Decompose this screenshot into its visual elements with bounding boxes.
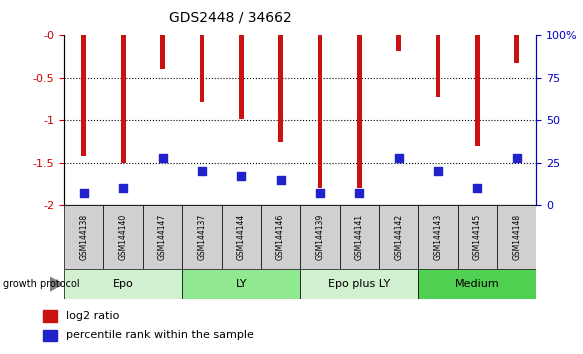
Text: GSM144144: GSM144144 [237,214,245,260]
Bar [318,35,322,188]
Text: GSM144143: GSM144143 [434,214,442,260]
Text: Medium: Medium [455,279,500,289]
Bar [514,35,519,63]
Point [315,190,325,196]
Polygon shape [50,277,62,291]
Text: GSM144141: GSM144141 [355,214,364,260]
FancyBboxPatch shape [182,205,222,269]
FancyBboxPatch shape [64,205,103,269]
FancyBboxPatch shape [261,205,300,269]
FancyBboxPatch shape [497,205,536,269]
Text: log2 ratio: log2 ratio [65,310,119,321]
Text: GSM144140: GSM144140 [119,214,128,260]
Text: GSM144145: GSM144145 [473,214,482,260]
Bar [43,330,57,341]
Bar [43,310,57,322]
Text: LY: LY [236,279,247,289]
Text: GSM144148: GSM144148 [512,214,521,260]
FancyBboxPatch shape [64,269,182,299]
Bar [82,35,86,156]
Point [512,155,521,161]
Bar [160,35,165,69]
Bar [199,35,204,102]
FancyBboxPatch shape [379,205,418,269]
FancyBboxPatch shape [300,205,339,269]
Text: GSM144146: GSM144146 [276,214,285,260]
Bar [121,35,125,163]
Text: percentile rank within the sample: percentile rank within the sample [65,330,254,340]
Point [158,155,167,161]
FancyBboxPatch shape [103,205,143,269]
Text: GSM144139: GSM144139 [315,214,324,260]
Point [354,190,364,196]
Text: GSM144147: GSM144147 [158,214,167,260]
Text: GSM144138: GSM144138 [79,214,88,260]
Point [237,173,246,179]
Text: GSM144142: GSM144142 [394,214,403,260]
Point [473,185,482,191]
FancyBboxPatch shape [418,205,458,269]
FancyBboxPatch shape [182,269,300,299]
Point [118,185,128,191]
Text: GDS2448 / 34662: GDS2448 / 34662 [169,11,292,25]
Text: Epo: Epo [113,279,134,289]
Point [433,169,442,174]
Text: Epo plus LY: Epo plus LY [328,279,391,289]
FancyBboxPatch shape [222,205,261,269]
Bar [475,35,480,146]
FancyBboxPatch shape [458,205,497,269]
Point [197,169,206,174]
FancyBboxPatch shape [418,269,536,299]
FancyBboxPatch shape [143,205,182,269]
Bar [357,35,361,188]
Bar [436,35,440,97]
FancyBboxPatch shape [339,205,379,269]
Point [394,155,403,161]
Bar [396,35,401,51]
FancyBboxPatch shape [300,269,418,299]
Bar [278,35,283,142]
Point [79,190,89,196]
Bar [239,35,244,119]
Text: GSM144137: GSM144137 [198,214,206,260]
Point [276,177,285,183]
Text: growth protocol: growth protocol [3,279,79,289]
